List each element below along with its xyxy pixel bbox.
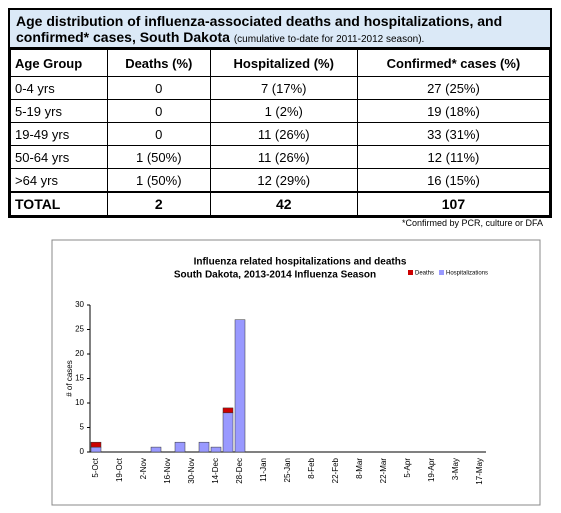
- table-box: Age distribution of influenza-associated…: [8, 8, 552, 218]
- y-tick-label: 25: [75, 325, 84, 334]
- table-cell: 19-49 yrs: [10, 122, 108, 146]
- table-cell: 7 (17%): [209, 76, 358, 100]
- bar: [90, 446, 102, 453]
- table-cell: 1 (50%): [107, 168, 211, 193]
- table-cell: Age Group: [10, 49, 108, 77]
- x-tick-label: 8-Mar: [355, 458, 364, 479]
- footnote: *Confirmed by PCR, culture or DFA: [401, 218, 543, 228]
- y-tick-label: 30: [75, 300, 84, 309]
- x-tick-label: 11-Jan: [259, 458, 268, 482]
- x-tick-label: 3-May: [451, 458, 460, 480]
- x-tick-label: 5-Apr: [403, 458, 412, 478]
- legend-label: Hospitalizations: [446, 271, 488, 277]
- table-cell: 50-64 yrs: [10, 145, 108, 169]
- table-cell: 1 (2%): [209, 99, 358, 123]
- title-note: (cumulative to-date for 2011-2012 season…: [233, 34, 425, 45]
- x-tick-label: 22-Feb: [331, 457, 340, 483]
- chart-title: Influenza related hospitalizations and d…: [194, 257, 407, 268]
- legend-swatch: [408, 270, 413, 275]
- table-cell: 0-4 yrs: [10, 76, 108, 100]
- table-cell: 2: [107, 191, 211, 216]
- bar: [174, 441, 186, 453]
- table-row: 0-4 yrs 0 7 (17%) 27 (25%): [10, 76, 551, 100]
- table-cell: >64 yrs: [10, 168, 108, 193]
- table-title: Age distribution of influenza-associated…: [10, 10, 550, 49]
- table-cell: 5-19 yrs: [10, 99, 108, 123]
- bar: [198, 441, 210, 453]
- bar: [222, 412, 234, 453]
- table-cell: Deaths (%): [107, 49, 211, 77]
- title-text: Age distribution of influenza-associated…: [16, 13, 503, 45]
- chart-subtitle: South Dakota, 2013-2014 Influenza Season: [174, 270, 376, 281]
- table-row: 19-49 yrs 0 11 (26%) 33 (31%): [10, 122, 551, 146]
- legend-swatch: [439, 270, 445, 275]
- y-axis-label: # of cases: [65, 360, 74, 396]
- y-tick-label: 5: [80, 423, 85, 432]
- x-tick-label: 17-May: [475, 458, 484, 485]
- table: Age Group Deaths (%) Hospitalized (%) Confi…: [10, 49, 551, 216]
- x-tick-label: 16-Nov: [163, 458, 172, 484]
- bar: [150, 446, 162, 453]
- table-cell: 11 (26%): [209, 122, 358, 146]
- table-cell: 1 (50%): [107, 145, 211, 169]
- x-tick-label: 2-Nov: [139, 458, 148, 479]
- table-cell: Hospitalized (%): [209, 49, 358, 77]
- x-tick-label: 19-Apr: [427, 458, 436, 482]
- table-cell: 33 (31%): [356, 122, 551, 146]
- table-cell: 11 (26%): [209, 145, 358, 169]
- table-cell: 107: [356, 191, 551, 216]
- bar: [90, 441, 102, 448]
- table-cell: 42: [209, 191, 358, 216]
- table-row: 50-64 yrs 1 (50%) 11 (26%) 12 (11%): [10, 145, 551, 169]
- x-tick-label: 28-Dec: [235, 458, 244, 484]
- table-cell: 27 (25%): [356, 76, 551, 100]
- x-tick-label: 14-Dec: [211, 458, 220, 484]
- bar: [222, 407, 234, 414]
- y-tick-label: 15: [75, 374, 84, 383]
- x-tick-label: 19-Oct: [115, 457, 124, 482]
- table-cell: Confirmed* cases (%): [356, 49, 551, 77]
- table-cell: TOTAL: [10, 191, 108, 216]
- y-tick-label: 0: [80, 447, 85, 456]
- x-tick-label: 5-Oct: [91, 457, 100, 477]
- table-row: >64 yrs 1 (50%) 12 (29%) 16 (15%): [10, 168, 551, 193]
- y-tick-label: 10: [75, 398, 84, 407]
- table-row: Age Group Deaths (%) Hospitalized (%) Confi…: [10, 49, 551, 77]
- y-tick-label: 20: [75, 349, 84, 358]
- x-tick-label: 25-Jan: [283, 458, 292, 482]
- table-cell: 12 (29%): [209, 168, 358, 193]
- table-row: TOTAL 2 42 107: [10, 191, 551, 216]
- x-tick-label: 8-Feb: [307, 457, 316, 478]
- x-tick-label: 30-Nov: [187, 458, 196, 484]
- legend-label: Deaths: [415, 271, 434, 277]
- bar: [210, 446, 222, 453]
- x-tick-label: 22-Mar: [379, 458, 388, 484]
- table-cell: 12 (11%): [356, 145, 551, 169]
- bar: [234, 319, 246, 453]
- chart-frame: [51, 239, 541, 506]
